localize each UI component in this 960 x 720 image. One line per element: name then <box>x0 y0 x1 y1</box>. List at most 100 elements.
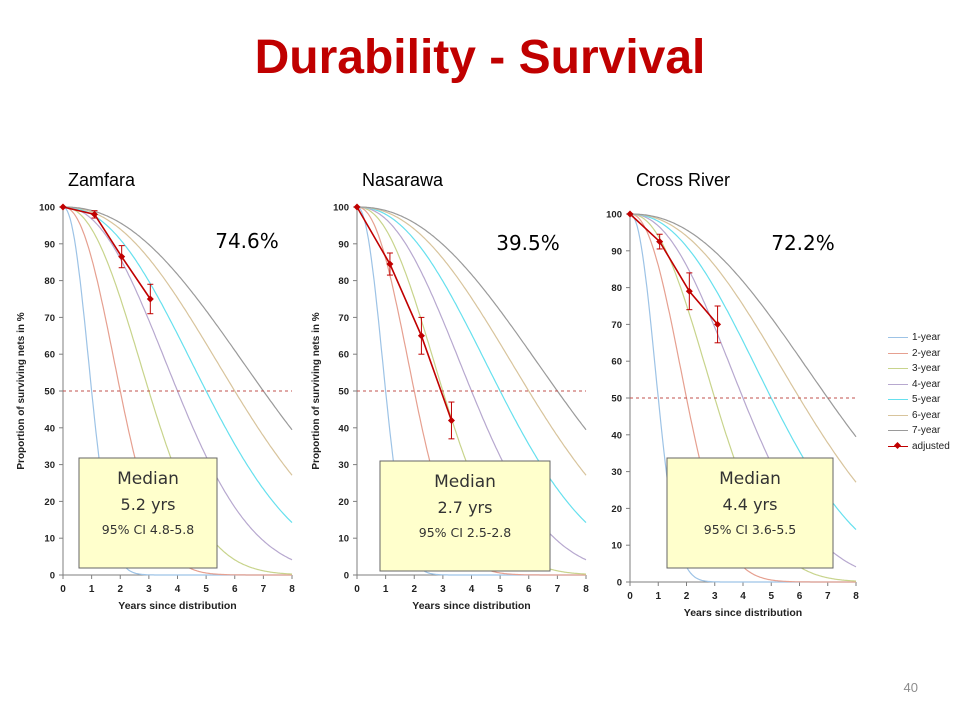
reference-curve-7-year <box>63 206 293 431</box>
survival-chart-nasarawa: 0 10 20 30 40 50 60 70 80 90 100 0 1 2 3 4 5 6 7 8 Years sin… <box>311 203 589 613</box>
median-heading: Median <box>434 472 496 492</box>
reference-curve-6-year <box>357 206 587 476</box>
legend-item: 4-year <box>888 377 960 393</box>
x-tick-label: 7 <box>825 591 831 602</box>
legend-swatch <box>888 430 908 432</box>
x-tick-label: 8 <box>289 584 295 595</box>
median-box <box>78 457 218 569</box>
y-tick-label: 60 <box>44 350 55 361</box>
x-tick-label: 8 <box>853 591 859 602</box>
adjusted-data-point <box>353 203 361 211</box>
legend-item: adjusted <box>888 439 960 455</box>
legend-label: 3-year <box>912 363 941 375</box>
survival-chart-zamfara: 0 10 20 30 40 50 60 70 80 90 100 0 1 2 3 4 5 6 7 8 Years sin… <box>16 203 295 613</box>
legend-label: 5-year <box>912 394 941 406</box>
median-heading: Median <box>719 469 781 489</box>
y-tick-label: 30 <box>611 467 622 478</box>
adjusted-data-point <box>59 203 67 211</box>
x-tick-label: 2 <box>684 591 690 602</box>
x-axis-label: Years since distribution <box>118 600 236 612</box>
median-ci: 95% CI 2.5-2.8 <box>419 525 511 540</box>
legend-item: 2-year <box>888 346 960 362</box>
x-tick-label: 3 <box>712 591 718 602</box>
reference-curve-5-year <box>63 206 293 524</box>
x-tick-label: 1 <box>89 584 95 595</box>
survival-chart-cross-river: 0 10 20 30 40 50 60 70 80 90 100 0 1 2 3 4 5 6 7 8 Years sin… <box>606 210 859 620</box>
adjusted-series-line <box>356 206 453 421</box>
x-tick-label: 6 <box>526 584 532 595</box>
adjusted-data-point <box>714 320 722 328</box>
x-tick-label: 4 <box>469 584 475 595</box>
adjusted-data-point <box>656 238 664 246</box>
y-tick-label: 90 <box>338 239 349 250</box>
median-ci: 95% CI 4.8-5.8 <box>102 522 194 537</box>
y-tick-label: 60 <box>611 357 622 368</box>
y-tick-label: 70 <box>611 320 622 331</box>
y-axis-label: Proportion of surviving nets in % <box>311 312 322 469</box>
x-tick-label: 6 <box>797 591 803 602</box>
region-label-zamfara: Zamfara <box>68 170 136 190</box>
legend-swatch <box>888 414 908 416</box>
legend-item: 6-year <box>888 408 960 424</box>
x-axis-label: Years since distribution <box>684 607 802 619</box>
adjusted-data-point <box>386 260 394 268</box>
adjusted-data-point <box>118 253 126 261</box>
reference-curve-6-year <box>63 206 293 476</box>
y-tick-label: 20 <box>338 497 349 508</box>
x-tick-label: 5 <box>203 584 209 595</box>
y-tick-label: 60 <box>338 350 349 361</box>
x-tick-label: 3 <box>146 584 152 595</box>
x-tick-label: 6 <box>232 584 238 595</box>
x-tick-label: 4 <box>740 591 746 602</box>
region-label-nasarawa: Nasarawa <box>362 170 444 190</box>
y-tick-label: 50 <box>338 387 349 398</box>
y-tick-label: 50 <box>44 387 55 398</box>
median-box <box>666 457 834 569</box>
legend-swatch <box>888 383 908 385</box>
page-number: 40 <box>903 680 918 695</box>
x-tick-label: 0 <box>354 584 360 595</box>
legend-label: 6-year <box>912 409 941 421</box>
legend-item: 3-year <box>888 361 960 377</box>
y-tick-label: 40 <box>338 423 349 434</box>
x-tick-label: 8 <box>583 584 589 595</box>
legend-swatch <box>888 337 908 339</box>
survival-percent-label: 72.2% <box>771 231 835 255</box>
y-tick-label: 20 <box>611 504 622 515</box>
y-tick-label: 30 <box>338 460 349 471</box>
legend-swatch <box>888 441 908 449</box>
y-tick-label: 70 <box>44 313 55 324</box>
x-tick-label: 1 <box>655 591 661 602</box>
y-tick-label: 10 <box>611 541 622 552</box>
legend-swatch <box>888 352 908 354</box>
legend-item: 7-year <box>888 423 960 439</box>
median-ci: 95% CI 3.6-5.5 <box>704 522 796 537</box>
y-tick-label: 40 <box>44 423 55 434</box>
y-tick-label: 90 <box>44 239 55 250</box>
legend-label: 2-year <box>912 347 941 359</box>
median-value: 2.7 yrs <box>438 498 493 517</box>
y-tick-label: 70 <box>338 313 349 324</box>
y-tick-label: 50 <box>611 394 622 405</box>
x-tick-label: 5 <box>497 584 503 595</box>
y-tick-label: 0 <box>617 578 622 589</box>
y-tick-label: 80 <box>611 283 622 294</box>
reference-curve-7-year <box>357 206 587 431</box>
survival-percent-label: 39.5% <box>496 231 560 255</box>
legend-item: 5-year <box>888 392 960 408</box>
y-tick-label: 80 <box>338 276 349 287</box>
x-tick-label: 2 <box>117 584 123 595</box>
survival-percent-label: 74.6% <box>215 229 279 253</box>
adjusted-data-point <box>417 332 425 340</box>
y-tick-label: 40 <box>611 430 622 441</box>
y-tick-label: 10 <box>338 534 349 545</box>
legend-diamond-icon <box>893 441 902 449</box>
y-tick-label: 80 <box>44 276 55 287</box>
adjusted-data-point <box>146 295 154 303</box>
slide-title: Durability - Survival <box>254 31 706 84</box>
y-tick-label: 0 <box>344 571 349 582</box>
reference-curve-6-year <box>630 213 857 483</box>
x-axis-label: Years since distribution <box>412 600 530 612</box>
x-tick-label: 2 <box>411 584 417 595</box>
adjusted-series-line <box>62 206 151 300</box>
